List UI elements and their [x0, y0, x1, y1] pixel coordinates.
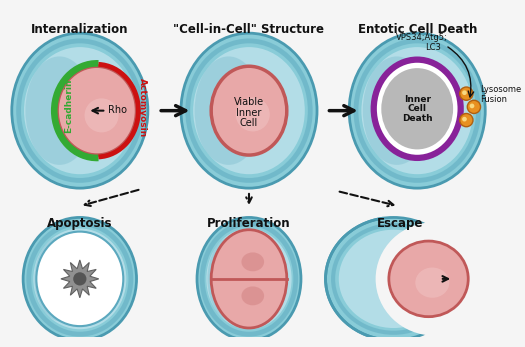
Polygon shape: [61, 260, 99, 298]
Ellipse shape: [242, 286, 264, 305]
Ellipse shape: [193, 47, 305, 174]
Text: Cell: Cell: [408, 104, 427, 113]
Ellipse shape: [33, 229, 127, 329]
Ellipse shape: [375, 222, 493, 336]
Circle shape: [470, 103, 475, 108]
Text: LC3: LC3: [425, 43, 440, 52]
Ellipse shape: [374, 60, 460, 158]
Text: Inner: Inner: [404, 95, 430, 104]
Ellipse shape: [211, 230, 287, 328]
Text: Entotic Cell Death: Entotic Cell Death: [358, 23, 477, 36]
Ellipse shape: [23, 218, 137, 340]
Ellipse shape: [236, 98, 270, 132]
Circle shape: [73, 272, 87, 286]
Ellipse shape: [206, 229, 291, 329]
Ellipse shape: [361, 47, 473, 174]
Text: "Cell-in-Cell" Structure: "Cell-in-Cell" Structure: [173, 23, 324, 36]
Ellipse shape: [389, 241, 468, 317]
Ellipse shape: [349, 33, 485, 188]
Text: Death: Death: [402, 114, 433, 123]
Ellipse shape: [207, 236, 259, 322]
Text: Internalization: Internalization: [31, 23, 129, 36]
Text: Lysosome: Lysosome: [480, 85, 522, 94]
Text: E-cadherin: E-cadherin: [64, 79, 73, 133]
Ellipse shape: [326, 218, 461, 340]
Ellipse shape: [339, 230, 448, 328]
Circle shape: [462, 90, 467, 95]
Ellipse shape: [195, 57, 262, 165]
Ellipse shape: [363, 57, 431, 165]
Text: Escape: Escape: [377, 218, 423, 230]
Ellipse shape: [197, 218, 301, 340]
Circle shape: [462, 117, 467, 121]
Ellipse shape: [25, 57, 93, 165]
Text: Cell: Cell: [240, 118, 258, 128]
Ellipse shape: [242, 252, 264, 271]
Text: Actomyosin: Actomyosin: [138, 78, 146, 137]
Ellipse shape: [85, 98, 119, 133]
Text: VPS34;Atg5;: VPS34;Atg5;: [396, 33, 448, 42]
Ellipse shape: [35, 236, 91, 322]
Ellipse shape: [381, 68, 453, 150]
Circle shape: [460, 87, 473, 100]
Ellipse shape: [24, 47, 135, 174]
Text: Viable: Viable: [234, 97, 264, 107]
Circle shape: [460, 113, 473, 127]
Ellipse shape: [181, 33, 317, 188]
Text: Fusion: Fusion: [480, 95, 508, 104]
Text: Inner: Inner: [236, 108, 261, 118]
Text: Rho: Rho: [108, 105, 127, 115]
Ellipse shape: [57, 66, 136, 155]
Ellipse shape: [12, 33, 148, 188]
Ellipse shape: [211, 66, 287, 155]
Text: Apoptosis: Apoptosis: [47, 218, 112, 230]
Ellipse shape: [36, 231, 123, 326]
Text: Proliferation: Proliferation: [207, 218, 291, 230]
Ellipse shape: [415, 268, 449, 298]
Circle shape: [467, 100, 480, 113]
